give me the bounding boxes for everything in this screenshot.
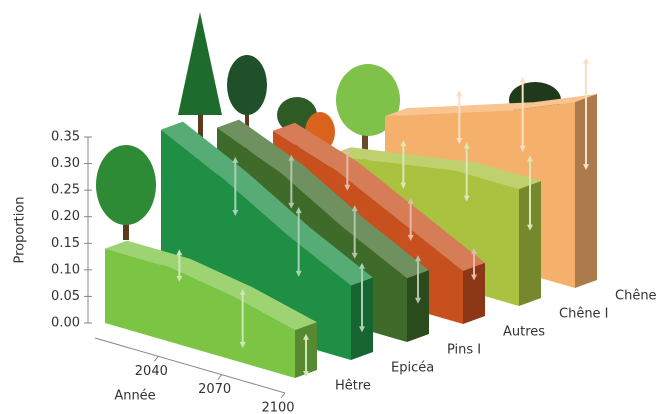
- error-cap: [239, 342, 246, 348]
- error-cap: [407, 234, 414, 241]
- ribbon-top: [217, 119, 429, 279]
- error-cap: [239, 288, 246, 295]
- error-cap: [232, 210, 239, 216]
- error-cap: [176, 249, 183, 256]
- x-tick-label: 2100: [261, 401, 294, 414]
- series-label: Autres: [503, 325, 545, 340]
- error-cap: [471, 247, 477, 254]
- error-cap: [527, 155, 533, 162]
- ribbon-end: [407, 270, 429, 342]
- error-cap: [344, 147, 351, 154]
- ribbon: [105, 248, 295, 378]
- y-tick-label: 0.05: [51, 289, 80, 304]
- error-cap: [351, 205, 358, 212]
- ribbon-end: [463, 262, 485, 324]
- error-cap: [583, 57, 589, 64]
- ribbon-top: [105, 240, 317, 331]
- y-tick-label: 0.30: [51, 156, 80, 171]
- error-cap: [351, 252, 358, 259]
- y-tick-label: 0.20: [51, 209, 80, 224]
- error-cap: [303, 371, 309, 377]
- x-axis: [94, 337, 286, 394]
- error-cap: [295, 207, 302, 214]
- y-tick-label: 0.10: [51, 262, 80, 277]
- error-cap: [400, 182, 407, 189]
- tree-crown: [227, 55, 267, 115]
- x-axis-label: Année: [114, 389, 155, 404]
- error-cap: [415, 297, 421, 304]
- series-label: Pins I: [447, 343, 481, 358]
- y-axis-label: Proportion: [13, 196, 28, 263]
- error-cap: [519, 145, 526, 152]
- ribbon-top: [273, 122, 485, 271]
- error-cap: [407, 197, 414, 204]
- x-tick: [153, 356, 159, 362]
- error-cap: [288, 202, 295, 209]
- error-cap: [400, 140, 407, 147]
- error-cap: [359, 262, 365, 269]
- x-tick-label: 2040: [135, 364, 168, 379]
- y-tick-label: 0.15: [51, 236, 80, 251]
- tree-crown: [178, 12, 222, 115]
- trunk: [245, 95, 249, 150]
- tree-crown: [96, 145, 156, 225]
- trunk: [198, 95, 203, 160]
- error-cap: [176, 275, 183, 282]
- error-cap: [415, 255, 421, 262]
- error-cap: [463, 195, 470, 202]
- error-cap: [295, 270, 302, 277]
- tree-crown: [336, 64, 400, 136]
- y-tick-label: 0.00: [51, 316, 80, 331]
- error-cap: [583, 164, 589, 171]
- error-cap: [232, 156, 239, 163]
- error-cap: [471, 274, 477, 281]
- y-tick-label: 0.35: [51, 130, 80, 145]
- series-label: Chêne I: [559, 307, 609, 322]
- ribbon-top: [161, 121, 373, 286]
- ribbon-end: [519, 181, 541, 306]
- error-cap: [456, 90, 463, 97]
- x-tick: [280, 392, 286, 399]
- error-cap: [359, 326, 365, 333]
- x-tick-label: 2070: [198, 382, 231, 397]
- x-tick: [217, 374, 223, 380]
- error-cap: [344, 184, 351, 191]
- ribbon-top: [385, 94, 597, 117]
- ribbon-end: [575, 94, 597, 288]
- error-cap: [527, 224, 533, 231]
- series-label: Hêtre: [335, 379, 371, 394]
- ribbon-top: [329, 147, 541, 190]
- error-cap: [519, 76, 526, 83]
- error-cap: [288, 154, 295, 161]
- error-cap: [456, 138, 463, 144]
- y-tick-label: 0.25: [51, 183, 80, 198]
- error-cap: [303, 333, 309, 340]
- series-label: Epicéa: [391, 361, 434, 376]
- error-cap: [463, 142, 470, 149]
- series-label: Chêne II: [615, 289, 657, 304]
